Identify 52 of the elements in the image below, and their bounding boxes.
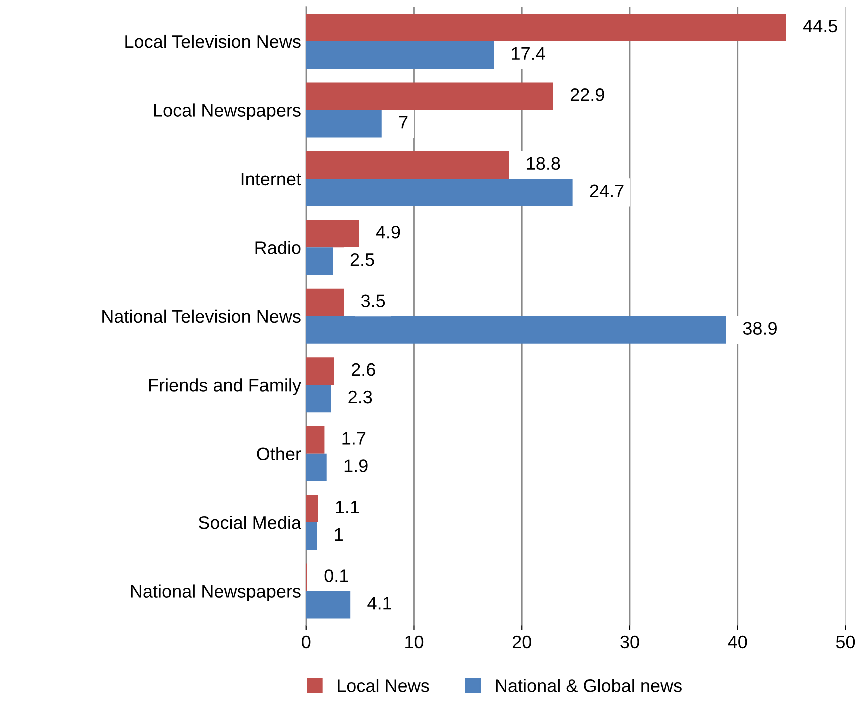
bar (306, 316, 726, 344)
bar (306, 151, 510, 179)
bar (306, 248, 334, 276)
bar (306, 178, 573, 206)
bar (306, 426, 325, 454)
x-tick-label: 30 (620, 636, 640, 649)
data-label: 3.5 (361, 294, 386, 308)
data-label: 18.8 (527, 157, 560, 170)
y-tick-label: Internet (242, 173, 302, 186)
data-label: 7 (399, 116, 408, 129)
x-tick-label: 0 (302, 636, 311, 649)
legend-label: Local News (338, 679, 430, 692)
legend-label: National & Global news (496, 679, 682, 692)
bar (306, 288, 344, 316)
data-label: 2.3 (348, 390, 372, 404)
data-label: 24.7 (590, 184, 624, 198)
data-label: 2.5 (350, 253, 374, 266)
x-tick-label: 40 (728, 636, 748, 649)
y-tick-label: Social Media (198, 516, 302, 530)
data-label: 1 (335, 528, 343, 541)
y-tick-label: Local Television News (126, 34, 301, 48)
data-label: 4.9 (376, 226, 400, 239)
bar (306, 385, 332, 413)
bar (306, 42, 494, 69)
bar (306, 220, 360, 248)
bar (306, 110, 382, 138)
y-tick-label: National Newspapers (131, 584, 301, 602)
data-label: 44.5 (803, 20, 838, 33)
data-label: 1.9 (344, 460, 368, 472)
y-tick-label: National Television News (102, 310, 301, 324)
data-label: 4.1 (368, 597, 392, 610)
y-tick-label: Other (257, 447, 302, 461)
bar (306, 495, 318, 523)
bar (306, 454, 327, 482)
y-tick-label: Friends and Family (149, 378, 302, 396)
y-tick-label: Radio (256, 241, 301, 254)
x-tick-label: 10 (406, 636, 424, 649)
y-tick-label: Local Newspapers (154, 104, 301, 121)
data-label: 1.1 (336, 501, 360, 514)
bar (306, 82, 554, 110)
data-label: 38.9 (743, 322, 777, 335)
bar (306, 358, 334, 386)
bar (306, 591, 351, 619)
bar (306, 522, 318, 550)
data-label: 2.6 (352, 363, 376, 376)
x-tick-label: 20 (512, 636, 532, 649)
data-label: 1.7 (342, 432, 366, 445)
data-label: 22.9 (570, 88, 604, 102)
bar (306, 14, 786, 42)
data-label: 0.1 (324, 570, 348, 582)
x-tick-label: 50 (836, 636, 856, 649)
data-label: 17.4 (512, 48, 546, 60)
